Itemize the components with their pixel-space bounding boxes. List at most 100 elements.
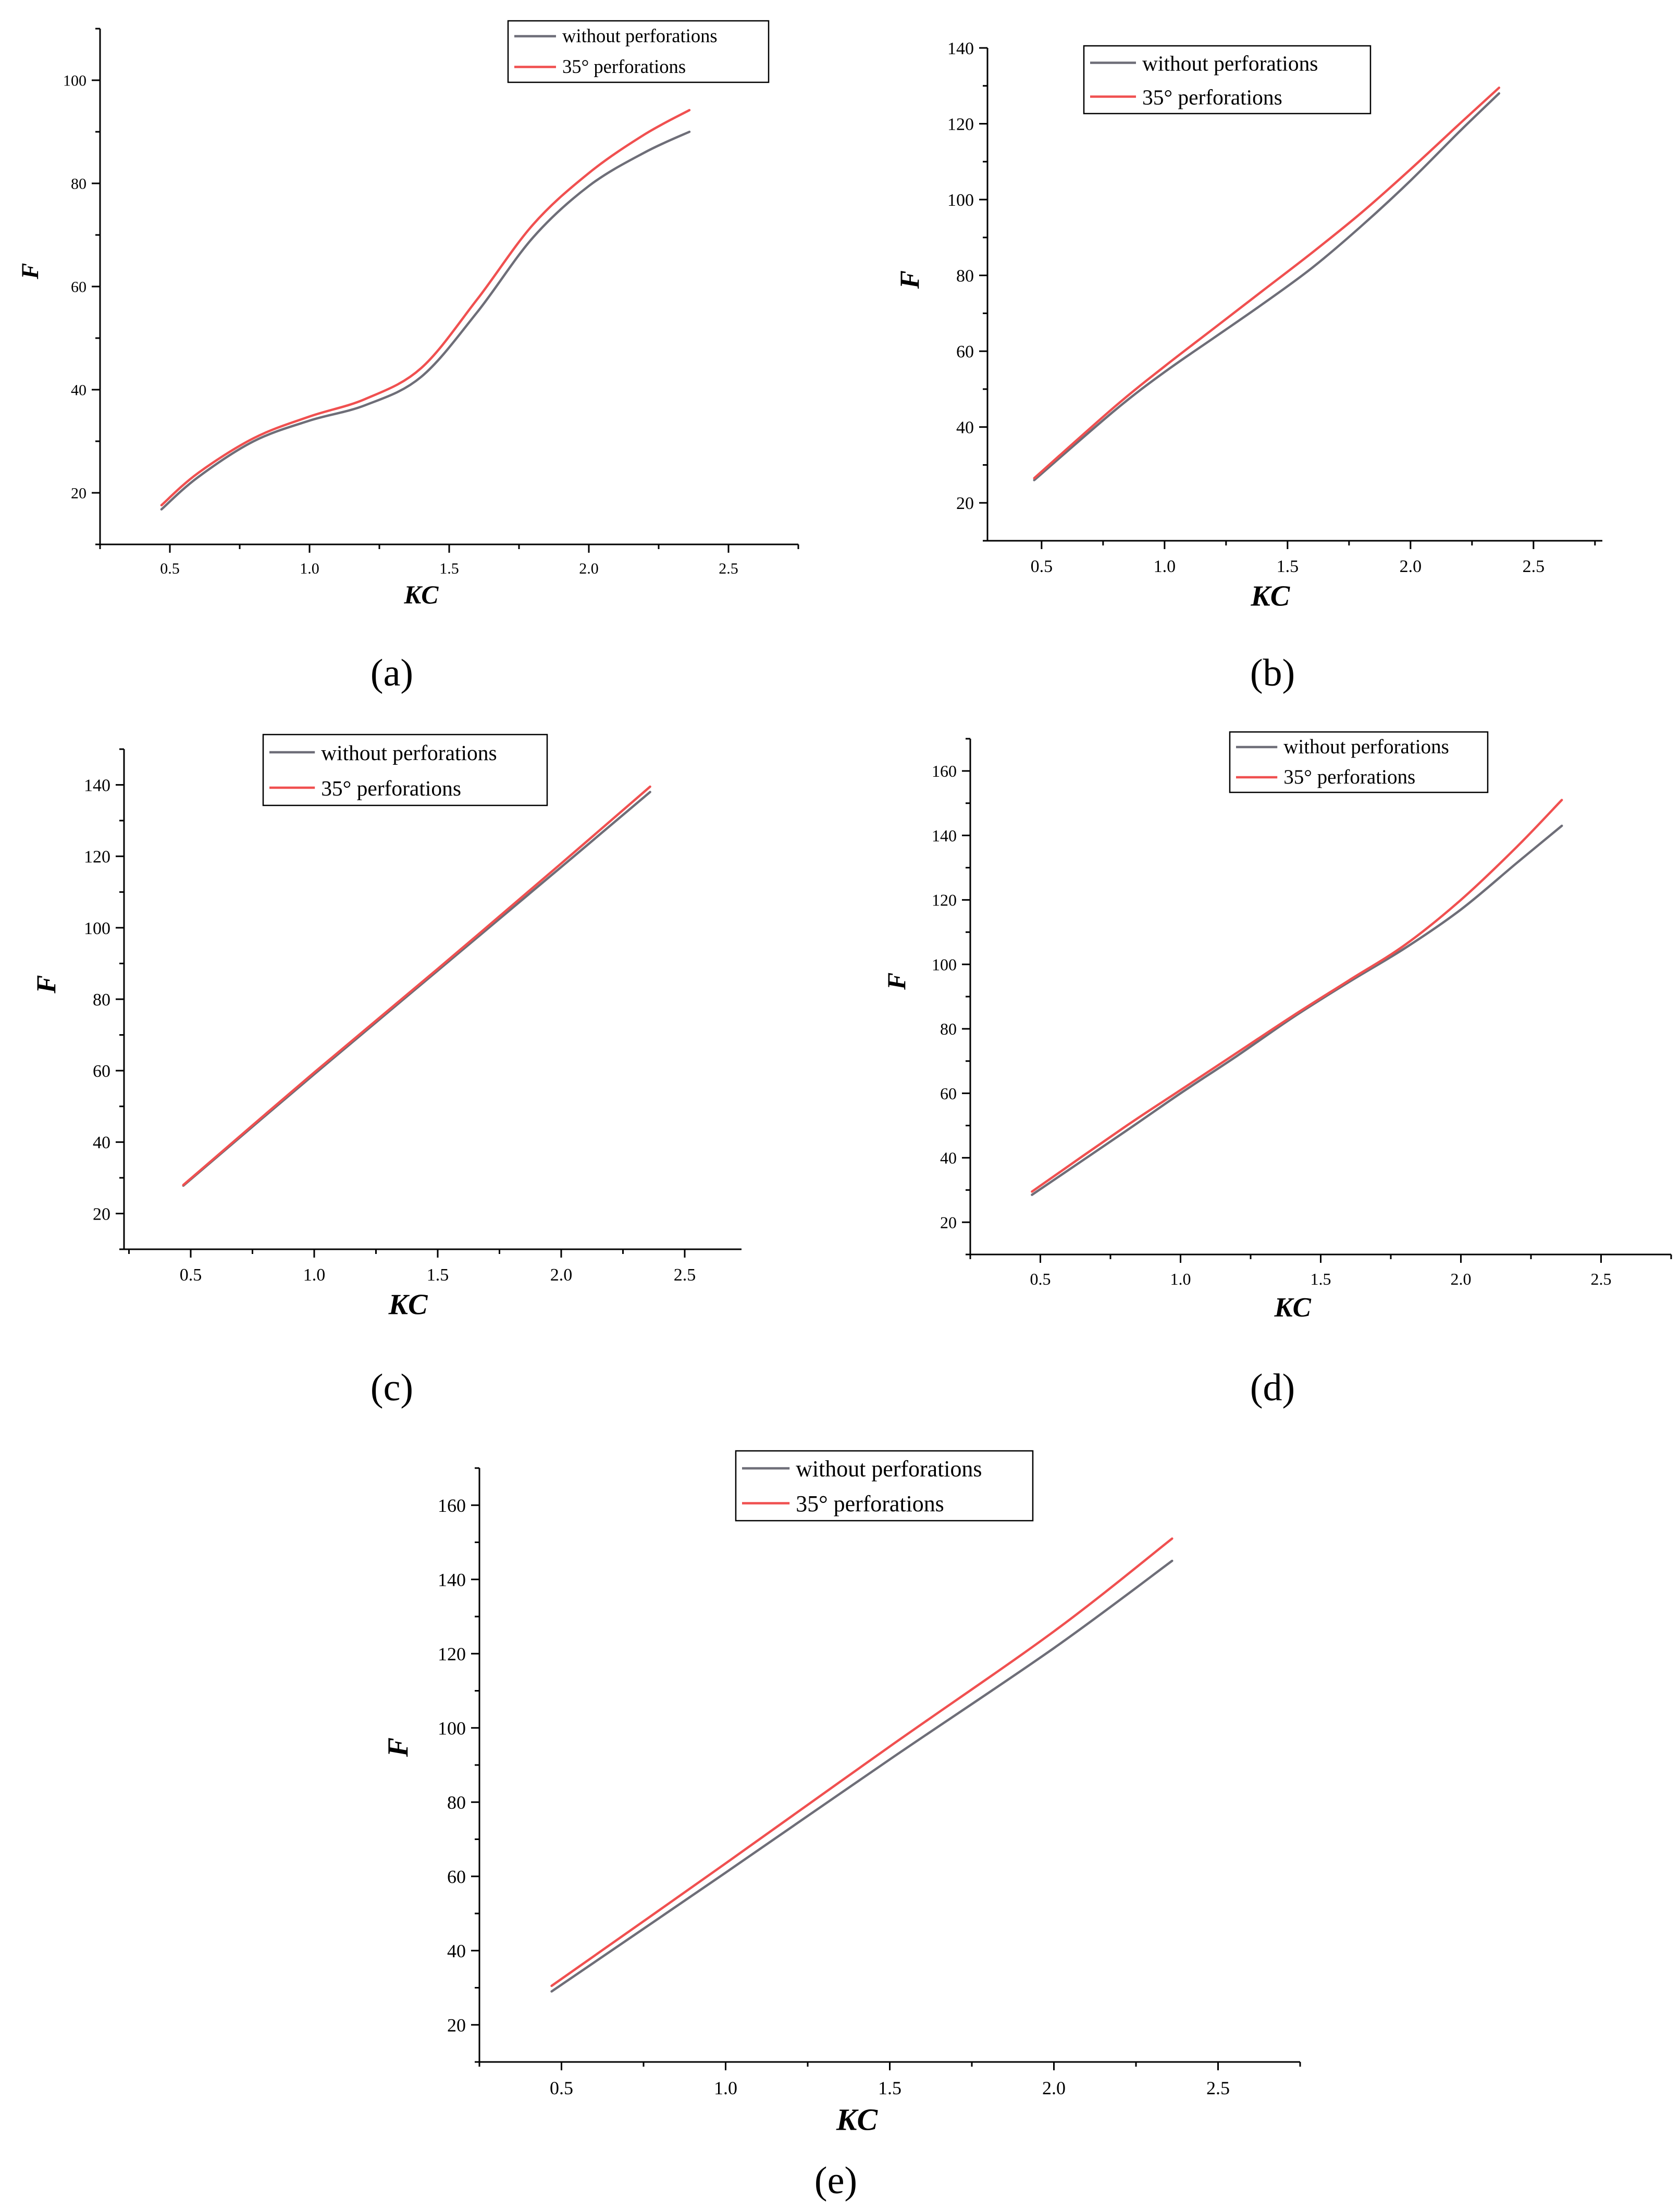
chart-3-y-tick-label: 100	[84, 919, 110, 938]
chart-3-y-tick-label: 60	[93, 1062, 110, 1081]
chart-panel-e: 20 40 60 80 100 120 140 160 0.5 1.0 1.5 2.0 2.5 KC Fwi…	[382, 1450, 1301, 2136]
chart-5-x-tick-label: 1.5	[878, 2078, 901, 2098]
chart-4-y-tick-label: 60	[940, 1084, 957, 1103]
chart-5-y-tick-label: 140	[438, 1569, 466, 1590]
chart-4-x-tick-label: 1.5	[1311, 1270, 1331, 1288]
chart-1-x-tick-label: 2.5	[719, 560, 738, 577]
chart-5-legend-label: 35° perforations	[796, 1491, 944, 1517]
chart-3-y-axis-label: F	[32, 975, 62, 994]
chart-4-y-tick-label: 140	[932, 826, 957, 845]
chart-5-y-tick-label: 120	[438, 1644, 466, 1664]
chart-3-x-axis-label: KC	[388, 1289, 428, 1321]
chart-2-y-tick-label: 140	[947, 39, 974, 58]
chart-4-y-tick-label: 40	[940, 1149, 957, 1167]
chart-1-y-tick-label: 20	[71, 485, 87, 502]
panel-label-b: (b)	[1250, 652, 1295, 694]
chart-5-x-tick-label: 1.0	[714, 2078, 737, 2098]
chart-2-y-tick-label: 60	[956, 342, 974, 362]
chart-2-legend-label: without perforations	[1142, 51, 1318, 75]
chart-3-series-line-without-perforations	[182, 791, 651, 1187]
chart-2-x-tick-label: 1.0	[1154, 557, 1176, 576]
chart-2-legend-box	[1083, 45, 1372, 115]
chart-3-y-tick-label: 120	[84, 848, 110, 867]
chart-1-y-axis-label: F	[17, 263, 44, 280]
chart-2-legend-label: 35° perforations	[1142, 85, 1282, 109]
chart-2-series-line-35-perforations	[1033, 86, 1501, 480]
chart-3-series-line-35-perforations	[182, 785, 651, 1186]
panel-label-d: (d)	[1250, 1366, 1295, 1409]
chart-1-legend-box	[507, 20, 770, 83]
chart-2-y-axis-label: F	[895, 270, 925, 289]
chart-4-legend-box	[1229, 731, 1489, 793]
chart-1-y-tick-label: 80	[71, 176, 87, 193]
chart-4-y-tick-label: 20	[940, 1213, 957, 1232]
chart-2-x-tick-label: 1.5	[1277, 557, 1299, 576]
chart-2-y-tick-label: 100	[947, 191, 974, 210]
chart-2-x-tick-label: 2.5	[1523, 557, 1545, 576]
panel-label-a: (a)	[370, 652, 413, 694]
chart-5-x-axis-label: KC	[836, 2102, 879, 2136]
chart-3-legend-label: 35° perforations	[321, 776, 461, 800]
chart-3-x-tick-label: 1.0	[303, 1265, 326, 1285]
chart-3-x-tick-label: 0.5	[180, 1265, 202, 1285]
chart-1-series-line-35-perforations	[160, 109, 691, 507]
chart-5-y-tick-label: 20	[447, 2015, 466, 2035]
chart-5-series-line-35-perforations	[550, 1537, 1173, 1987]
chart-4-series-line-without-perforations	[1031, 824, 1563, 1196]
chart-4-y-tick-label: 160	[932, 762, 957, 780]
chart-4-x-axis-label: KC	[1274, 1293, 1311, 1323]
chart-5-y-tick-label: 60	[447, 1866, 466, 1887]
chart-5-y-tick-label: 40	[447, 1941, 466, 1961]
chart-2-x-tick-label: 2.0	[1400, 557, 1422, 576]
chart-3-y-tick-label: 140	[84, 776, 110, 795]
chart-4-y-tick-label: 100	[932, 955, 957, 974]
chart-panel-b: 20 40 60 80 100 120 140 0.5 1.0 1.5 2.0 2.5 KC Fwitho…	[895, 39, 1602, 613]
chart-panel-c: 20 40 60 80 100 120 140 0.5 1.0 1.5 2.0 2.5 KC Fwitho…	[32, 734, 742, 1321]
chart-2-y-tick-label: 120	[947, 115, 974, 134]
chart-1-y-tick-label: 40	[71, 382, 87, 399]
chart-4-y-tick-label: 120	[932, 891, 957, 910]
chart-5-x-tick-label: 0.5	[550, 2078, 573, 2098]
chart-2-y-tick-label: 20	[956, 494, 974, 513]
chart-1-legend-label: without perforations	[562, 25, 718, 46]
chart-4-x-tick-label: 0.5	[1030, 1270, 1051, 1288]
chart-1-y-tick-label: 60	[71, 279, 87, 296]
chart-1-x-tick-label: 1.0	[300, 560, 319, 577]
chart-5-y-tick-label: 160	[438, 1495, 466, 1516]
chart-4-x-tick-label: 2.5	[1591, 1270, 1612, 1288]
chart-5-legend-box	[735, 1450, 1034, 1522]
chart-2-y-tick-label: 80	[956, 267, 974, 286]
chart-1-x-tick-label: 2.0	[579, 560, 599, 577]
chart-4-y-tick-label: 80	[940, 1020, 957, 1038]
chart-3-y-tick-label: 40	[93, 1133, 110, 1152]
chart-3-legend-label: without perforations	[321, 741, 497, 765]
chart-4-x-tick-label: 1.0	[1170, 1270, 1191, 1288]
chart-1-y-tick-label: 100	[63, 72, 87, 90]
chart-5-x-tick-label: 2.0	[1042, 2078, 1066, 2098]
chart-5-x-tick-label: 2.5	[1206, 2078, 1230, 2098]
chart-1-series-line-without-perforations	[160, 130, 691, 511]
chart-3-y-tick-label: 80	[93, 990, 110, 1010]
chart-4-series-line-35-perforations	[1031, 799, 1563, 1193]
chart-1-x-tick-label: 1.5	[439, 560, 459, 577]
chart-4-legend-label: 35° perforations	[1283, 766, 1415, 788]
chart-3-x-tick-label: 2.5	[674, 1265, 696, 1285]
chart-3-y-tick-label: 20	[93, 1204, 110, 1224]
chart-1-legend-label: 35° perforations	[562, 56, 686, 77]
chart-5-legend-label: without perforations	[796, 1456, 982, 1482]
panel-label-e: (e)	[814, 2159, 857, 2202]
panel-label-c: (c)	[370, 1366, 413, 1409]
chart-4-y-axis-label: F	[882, 973, 911, 990]
chart-5-y-tick-label: 80	[447, 1792, 466, 1813]
chart-3-x-tick-label: 1.5	[427, 1265, 449, 1285]
chart-2-x-axis-label: KC	[1250, 580, 1290, 613]
chart-5-series-line-without-perforations	[550, 1559, 1173, 1993]
chart-3-x-tick-label: 2.0	[550, 1265, 573, 1285]
chart-2-y-tick-label: 40	[956, 418, 974, 438]
chart-1-x-axis-label: KC	[403, 580, 439, 609]
chart-4-x-tick-label: 2.0	[1451, 1270, 1472, 1288]
chart-5-y-tick-label: 100	[438, 1718, 466, 1738]
chart-5-y-axis-label: F	[382, 1737, 414, 1757]
